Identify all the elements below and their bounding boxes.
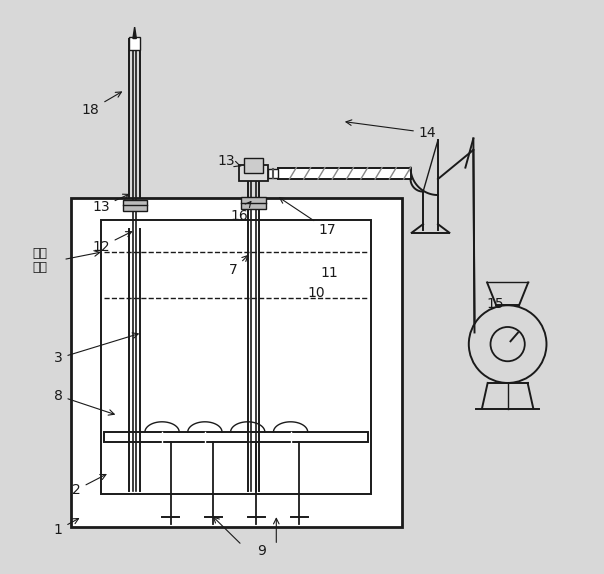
- Text: 7: 7: [229, 255, 248, 277]
- Text: 18: 18: [82, 92, 121, 117]
- Text: 11: 11: [321, 266, 338, 280]
- Bar: [268, 169, 278, 178]
- Bar: [104, 432, 368, 443]
- Bar: [104, 223, 368, 491]
- Text: 9: 9: [257, 544, 266, 558]
- Bar: [244, 158, 263, 173]
- Bar: [241, 197, 266, 209]
- Bar: [239, 165, 268, 181]
- Bar: [123, 200, 147, 211]
- Text: 标准: 标准: [33, 247, 47, 261]
- Text: 3: 3: [54, 333, 138, 366]
- Text: 8: 8: [54, 389, 114, 415]
- Text: 2: 2: [72, 475, 106, 497]
- Text: 1: 1: [54, 518, 79, 537]
- Text: 10: 10: [307, 286, 325, 300]
- Bar: [101, 220, 370, 494]
- Bar: [71, 199, 402, 527]
- Text: 17: 17: [280, 198, 336, 237]
- Bar: [278, 168, 411, 179]
- Text: 15: 15: [486, 297, 504, 311]
- Text: 13: 13: [92, 194, 129, 214]
- Text: 12: 12: [92, 232, 132, 254]
- Polygon shape: [133, 27, 137, 38]
- Text: 14: 14: [346, 120, 437, 140]
- Text: 16: 16: [230, 201, 251, 223]
- Text: 13: 13: [218, 154, 241, 168]
- Bar: [129, 37, 140, 50]
- Text: 液面: 液面: [33, 261, 47, 273]
